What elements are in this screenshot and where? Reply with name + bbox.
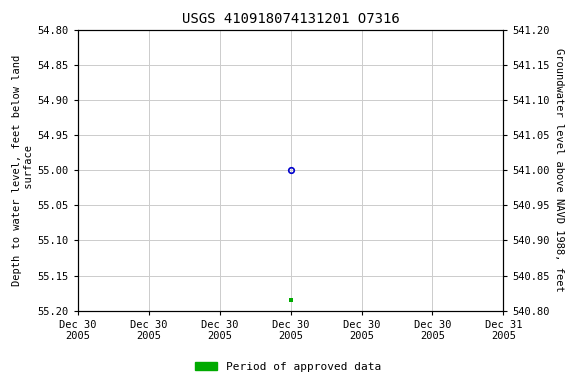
Y-axis label: Depth to water level, feet below land
 surface: Depth to water level, feet below land su… bbox=[12, 55, 33, 286]
Title: USGS 410918074131201 O7316: USGS 410918074131201 O7316 bbox=[182, 12, 400, 26]
Legend: Period of approved data: Period of approved data bbox=[191, 358, 385, 377]
Y-axis label: Groundwater level above NAVD 1988, feet: Groundwater level above NAVD 1988, feet bbox=[554, 48, 564, 292]
